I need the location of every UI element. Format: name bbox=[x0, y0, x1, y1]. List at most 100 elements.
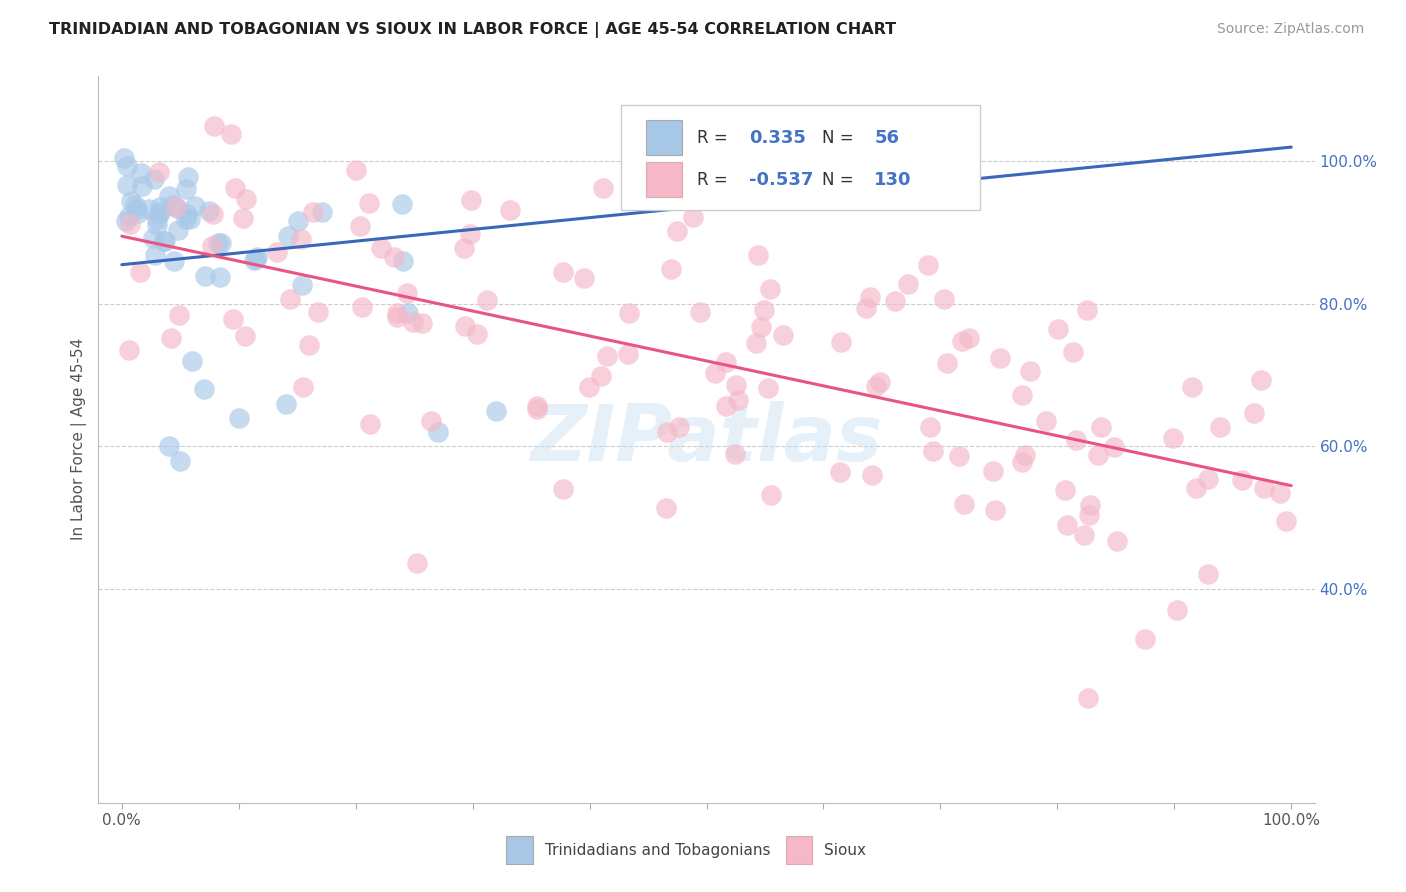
Point bbox=[153, 234, 176, 248]
Point bbox=[350, 300, 373, 314]
Point bbox=[177, 169, 200, 184]
Point bbox=[311, 205, 333, 219]
Point bbox=[747, 248, 769, 262]
Point bbox=[224, 181, 246, 195]
Text: Sioux: Sioux bbox=[824, 843, 866, 857]
Point bbox=[402, 315, 425, 329]
Point bbox=[855, 301, 877, 315]
Point bbox=[465, 326, 488, 341]
Point bbox=[860, 468, 883, 483]
Point bbox=[1035, 414, 1057, 428]
Point bbox=[859, 290, 882, 304]
Point bbox=[162, 198, 184, 212]
Point bbox=[169, 453, 191, 467]
Point bbox=[1047, 322, 1070, 336]
Point bbox=[346, 162, 368, 177]
Point bbox=[112, 151, 135, 165]
Point bbox=[138, 202, 160, 217]
Point bbox=[1078, 499, 1101, 513]
Point bbox=[724, 378, 747, 392]
Point bbox=[596, 349, 619, 363]
Point bbox=[551, 482, 574, 496]
Point bbox=[981, 464, 1004, 478]
Point bbox=[1077, 508, 1099, 523]
Point bbox=[1064, 433, 1087, 447]
Point bbox=[935, 356, 957, 370]
Point bbox=[772, 328, 794, 343]
Point bbox=[159, 331, 181, 345]
Point bbox=[759, 488, 782, 502]
Text: 56: 56 bbox=[875, 128, 900, 146]
Bar bbox=[645, 162, 682, 197]
Point bbox=[124, 198, 146, 212]
Point bbox=[243, 252, 266, 267]
Point bbox=[396, 306, 419, 320]
Point bbox=[499, 203, 522, 218]
Point bbox=[127, 206, 149, 220]
Point bbox=[115, 178, 138, 192]
Point bbox=[174, 211, 197, 226]
Point bbox=[1107, 534, 1129, 549]
Point bbox=[179, 211, 201, 226]
Point bbox=[666, 224, 689, 238]
Point bbox=[934, 293, 956, 307]
Point bbox=[1270, 486, 1292, 500]
Point bbox=[756, 380, 779, 394]
Text: Trinidadians and Tobagonians: Trinidadians and Tobagonians bbox=[544, 843, 770, 857]
Point bbox=[167, 222, 190, 236]
Point bbox=[897, 277, 920, 291]
Point bbox=[131, 179, 153, 194]
Point bbox=[655, 425, 678, 439]
Point bbox=[277, 229, 299, 244]
Point bbox=[957, 331, 980, 345]
Point bbox=[149, 205, 172, 219]
Point bbox=[419, 414, 441, 428]
Point bbox=[830, 334, 852, 349]
Point bbox=[129, 264, 152, 278]
Point bbox=[207, 236, 229, 251]
Point bbox=[426, 425, 449, 440]
Point bbox=[714, 399, 737, 413]
FancyBboxPatch shape bbox=[621, 105, 980, 211]
Point bbox=[1275, 514, 1298, 528]
Point bbox=[266, 245, 288, 260]
Point bbox=[865, 378, 887, 392]
Point bbox=[1087, 449, 1109, 463]
Point bbox=[668, 419, 690, 434]
Point bbox=[184, 199, 207, 213]
Point bbox=[411, 316, 433, 330]
Point bbox=[232, 211, 254, 225]
Point bbox=[193, 383, 215, 397]
Point bbox=[201, 207, 224, 221]
Text: R =: R = bbox=[697, 170, 733, 189]
Point bbox=[291, 277, 314, 292]
Point bbox=[174, 182, 197, 196]
Point bbox=[228, 411, 250, 425]
Point bbox=[655, 500, 678, 515]
Point bbox=[202, 119, 225, 133]
Point bbox=[477, 293, 499, 307]
Point bbox=[129, 166, 152, 180]
Point bbox=[278, 292, 301, 306]
Point bbox=[922, 443, 945, 458]
Point bbox=[166, 201, 188, 215]
Point bbox=[1161, 431, 1184, 445]
Point bbox=[453, 318, 475, 333]
Point bbox=[1076, 303, 1098, 318]
Point bbox=[274, 397, 297, 411]
Point bbox=[745, 335, 768, 350]
Point bbox=[163, 254, 186, 268]
Point bbox=[1090, 420, 1112, 434]
Point bbox=[219, 127, 242, 141]
Point bbox=[148, 207, 170, 221]
Point bbox=[1197, 567, 1219, 582]
Point bbox=[200, 239, 222, 253]
Point bbox=[148, 165, 170, 179]
Point bbox=[301, 205, 323, 219]
Point bbox=[359, 196, 381, 211]
Point bbox=[291, 380, 314, 394]
Point bbox=[526, 401, 548, 416]
Point bbox=[485, 404, 508, 418]
Point bbox=[391, 197, 413, 211]
Point bbox=[984, 503, 1007, 517]
